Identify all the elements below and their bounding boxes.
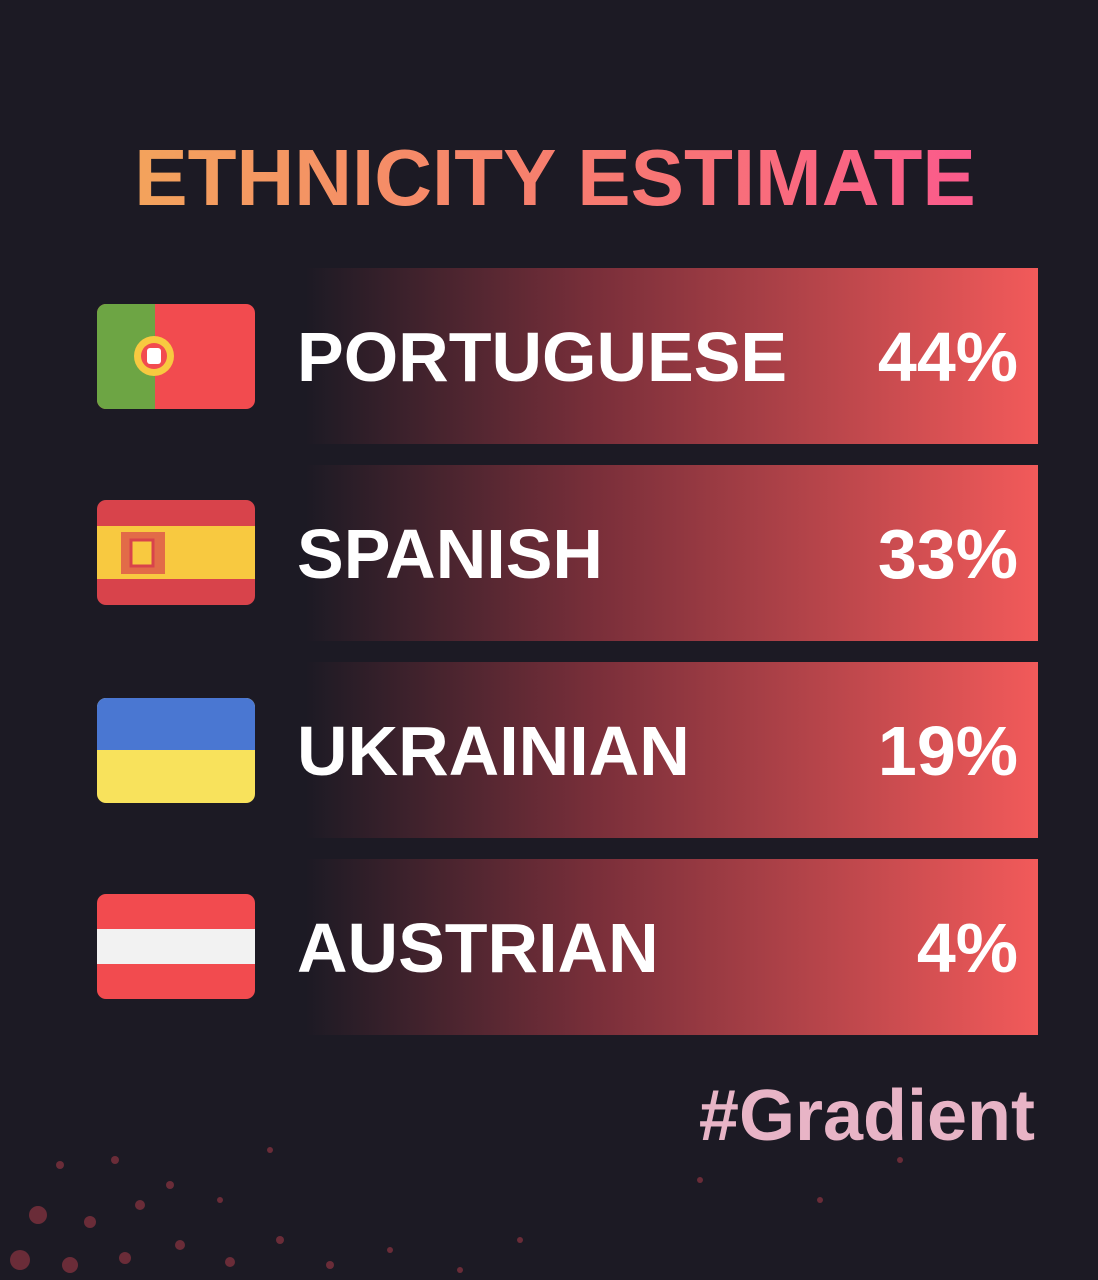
flag-portugal xyxy=(97,304,255,409)
flag-spain xyxy=(97,500,255,605)
row-bar xyxy=(305,662,1038,838)
flag-ukraine xyxy=(97,698,255,803)
row-bar xyxy=(305,268,1038,444)
title: ETHNICITY ESTIMATE xyxy=(134,133,976,222)
row-percent: 33% xyxy=(878,515,1018,593)
decor-dots xyxy=(10,1147,903,1273)
row-percent: 4% xyxy=(917,909,1018,987)
row-bar xyxy=(305,859,1038,1035)
row-percent: 19% xyxy=(878,712,1018,790)
row-name: AUSTRIAN xyxy=(297,909,659,987)
footer-tag: #Gradient xyxy=(699,1076,1035,1156)
row-name: PORTUGUESE xyxy=(297,318,787,396)
row-name: UKRAINIAN xyxy=(297,712,690,790)
row-bar xyxy=(305,465,1038,641)
row-name: SPANISH xyxy=(297,515,603,593)
flag-austria xyxy=(97,894,255,999)
row-percent: 44% xyxy=(878,318,1018,396)
